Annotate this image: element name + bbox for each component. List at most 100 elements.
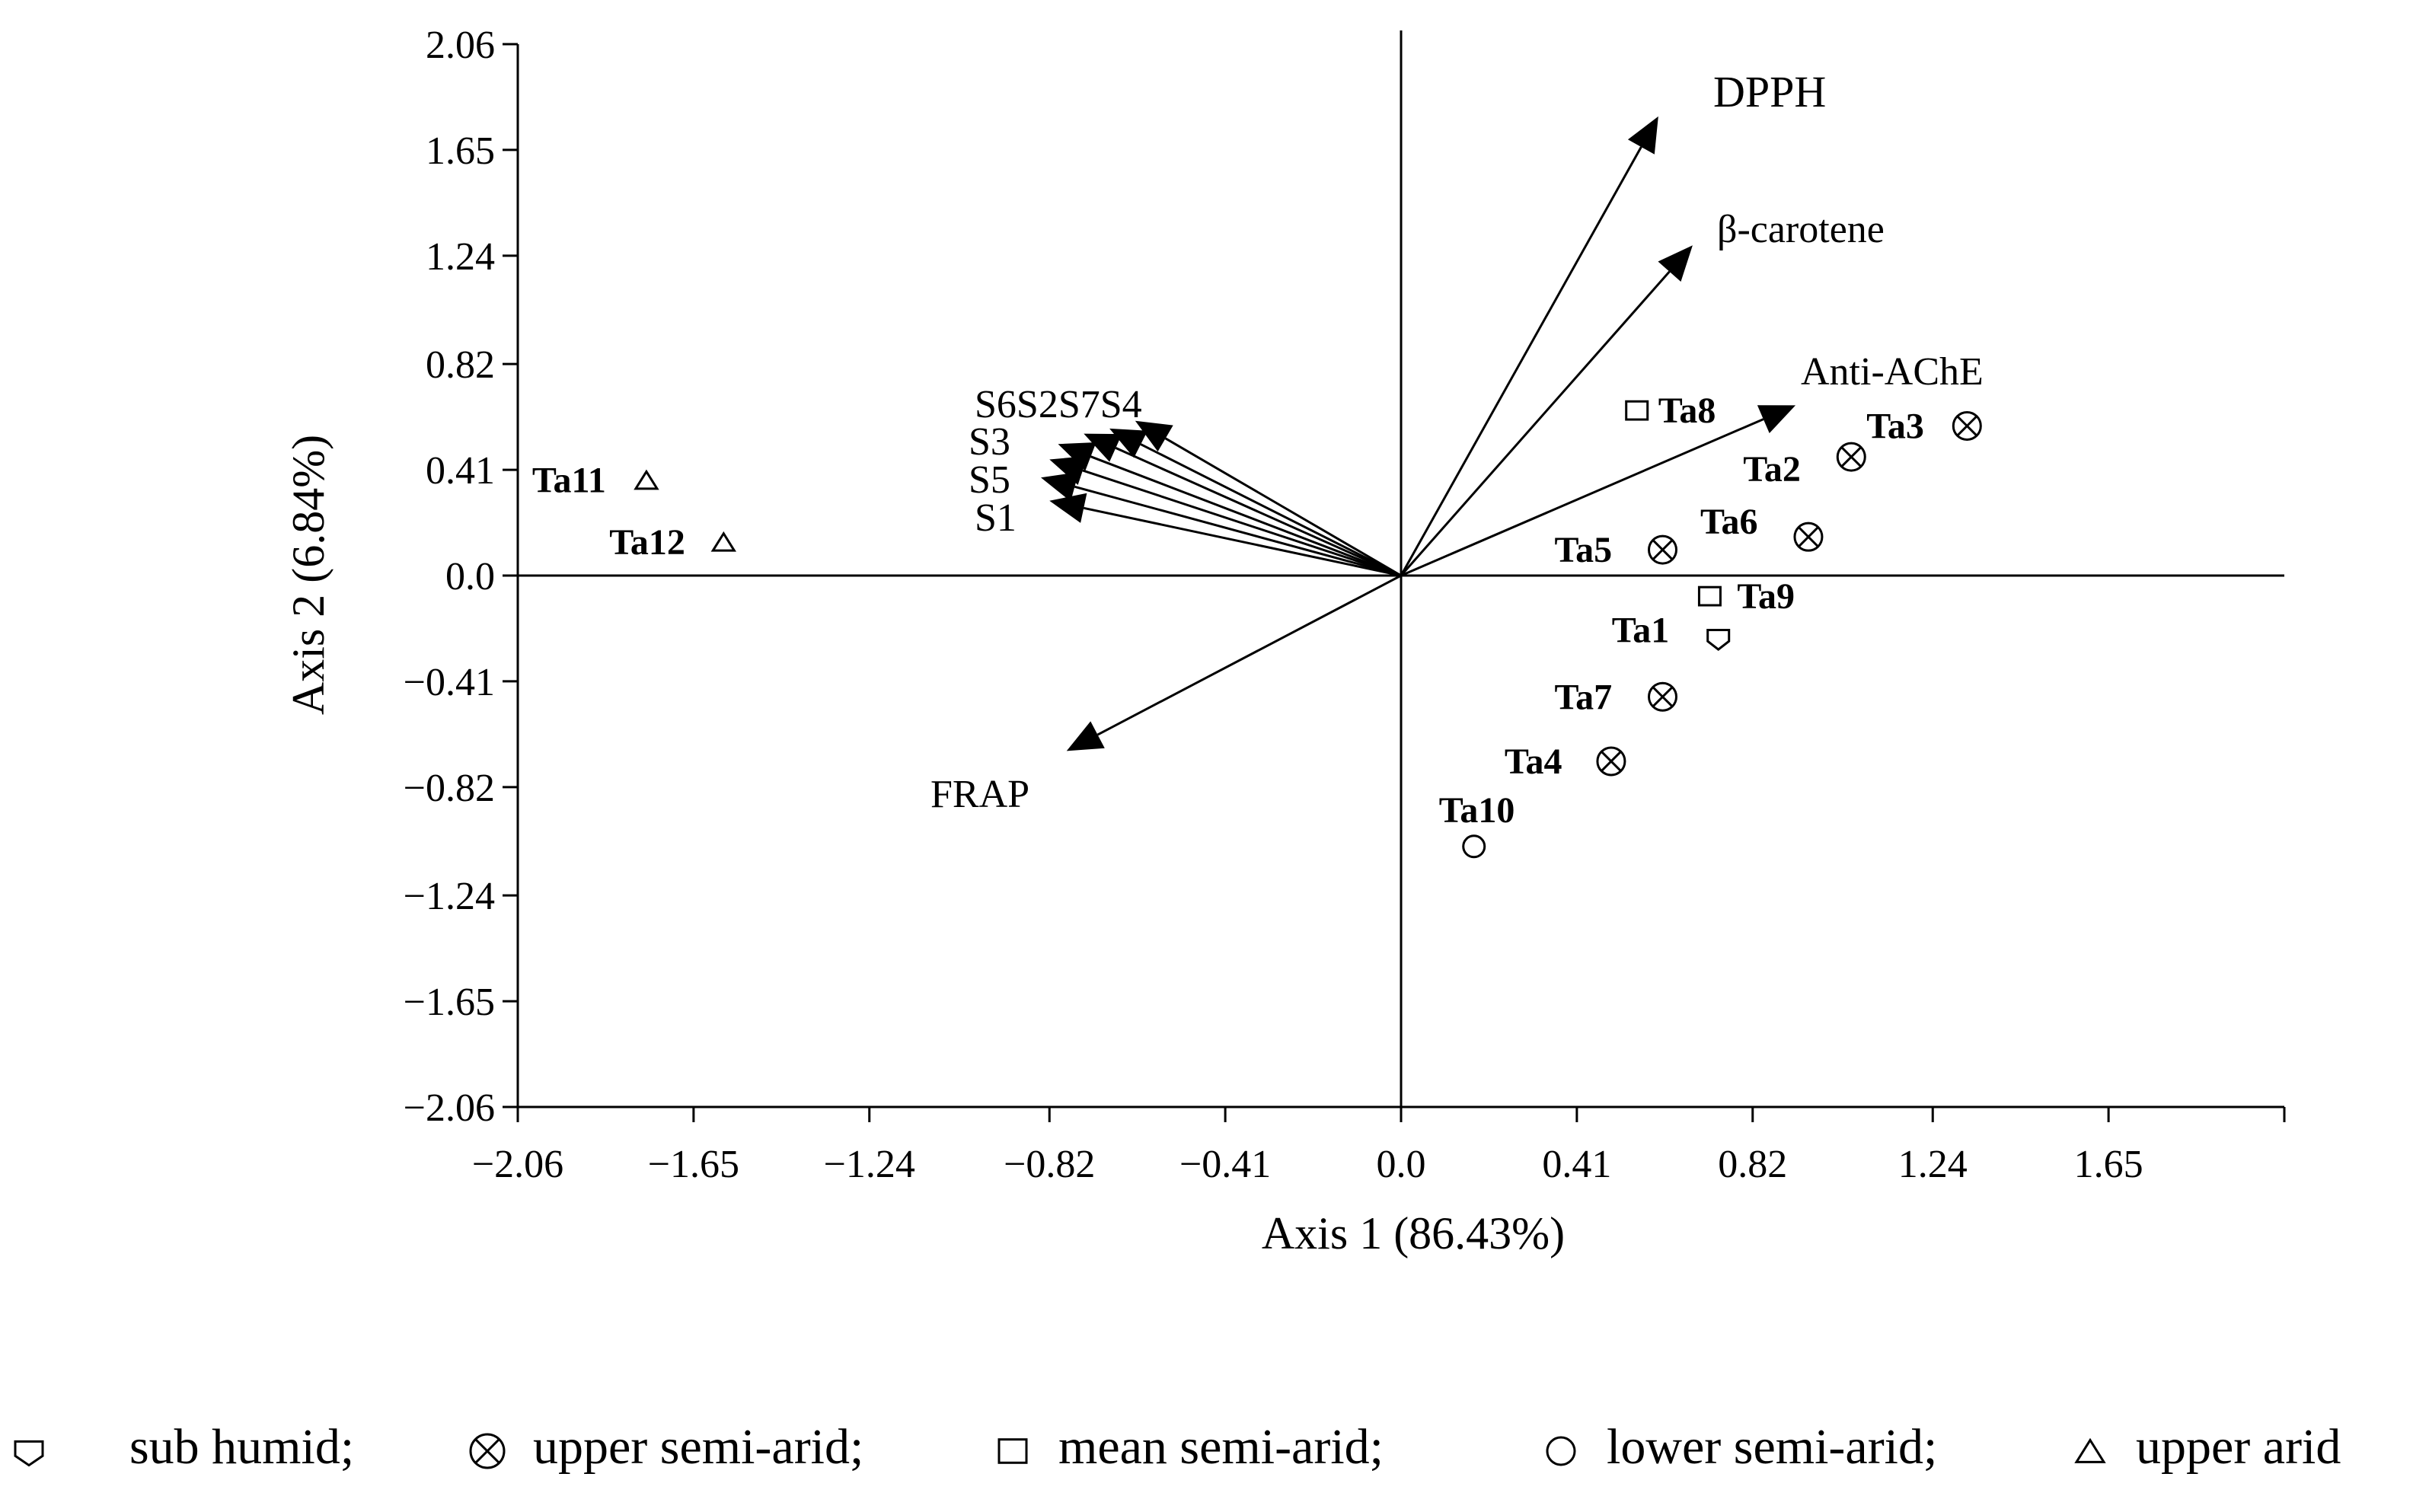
legend-label: upper semi-arid; <box>533 1419 863 1475</box>
marker-shield <box>14 1440 44 1467</box>
x-tick-label: −2.06 <box>472 1143 563 1186</box>
vector-S6-line <box>1090 455 1402 577</box>
point-label-Ta5: Ta5 <box>1554 530 1612 570</box>
marker-circle-x-stroke <box>1652 686 1674 708</box>
vector-label-group: S6S2S7S4 <box>975 383 1142 426</box>
x-tick-label: 0.41 <box>1542 1143 1611 1186</box>
marker-circle-x-stroke <box>1840 446 1862 467</box>
vector-S7-line <box>1140 443 1402 577</box>
vector-AntiAChE-line <box>1400 418 1764 577</box>
vector-S5-arrowhead <box>1040 472 1079 502</box>
vector-S3-line <box>1082 469 1402 577</box>
vector-S4-arrowhead <box>1135 420 1173 452</box>
x-tick-label: 1.65 <box>2074 1143 2143 1186</box>
vector-label: S1 <box>975 496 1017 540</box>
marker-circle-x-stroke <box>1652 539 1674 560</box>
vector-label: β-carotene <box>1717 208 1885 251</box>
x-tick-label: −0.41 <box>1179 1143 1271 1186</box>
legend-item-square: mean semi-arid; <box>997 1419 1384 1475</box>
point-label-Ta2: Ta2 <box>1743 449 1801 490</box>
y-tick-label: 0.41 <box>426 449 495 493</box>
legend-item-circle: lower semi-arid; <box>1546 1419 1937 1475</box>
series-mean-semi-arid: Ta8 Ta9 <box>1625 391 1795 617</box>
legend-label: mean semi-arid; <box>1058 1419 1384 1475</box>
vector-label: DPPH <box>1713 67 1826 116</box>
y-tick-label: −0.41 <box>404 661 495 704</box>
y-tick-label: 1.65 <box>426 129 495 173</box>
vector-label: FRAP <box>930 773 1029 816</box>
x-tick-label: −1.24 <box>824 1143 915 1186</box>
y-tick-label: −1.65 <box>404 981 495 1024</box>
point-label-Ta4: Ta4 <box>1505 742 1562 782</box>
marker-square <box>997 1438 1028 1464</box>
vector-S4-line <box>1164 437 1402 577</box>
x-tick-label: −1.65 <box>648 1143 739 1186</box>
point-label-Ta7: Ta7 <box>1554 677 1612 717</box>
x-tick-label: −0.82 <box>1004 1143 1095 1186</box>
marker-square <box>1625 400 1649 421</box>
vector-FRAP-line <box>1096 574 1402 736</box>
point-label-Ta9: Ta9 <box>1737 576 1795 617</box>
vector-S1-line <box>1083 506 1402 577</box>
y-tick-label: 1.24 <box>426 235 495 279</box>
vector-S2-arrowhead <box>1084 433 1122 462</box>
vector-label: S5 <box>969 458 1010 502</box>
marker-circle-x-stroke <box>1798 526 1819 547</box>
legend-label: lower semi-arid; <box>1607 1419 1937 1475</box>
series-sub-humid: Ta1 <box>1612 610 1731 652</box>
marker-square <box>1697 585 1722 607</box>
y-tick-label: 0.82 <box>426 343 495 387</box>
vector-DPPH-arrowhead <box>1627 116 1658 155</box>
point-label-Ta11: Ta11 <box>532 461 606 501</box>
vector-label: Anti-AChE <box>1801 350 1984 394</box>
marker-circle-x-stroke <box>1601 751 1622 772</box>
point-label-Ta8: Ta8 <box>1658 391 1716 431</box>
y-tick-label: −2.06 <box>404 1086 495 1130</box>
marker-circle-x-stroke <box>474 1438 500 1464</box>
point-label-Ta1: Ta1 <box>1612 610 1670 650</box>
y-tick-label: 2.06 <box>426 24 495 67</box>
marker-triangle <box>710 531 736 552</box>
y-axis-title: Axis 2 (6.84%) <box>283 435 334 715</box>
x-tick-label: 0.0 <box>1377 1143 1426 1186</box>
legend: sub humid; upper semi-arid; mean semi-arid… <box>14 1419 2341 1475</box>
marker-circle <box>1462 834 1486 859</box>
vector-S1-arrowhead <box>1049 493 1087 523</box>
legend-label: upper arid <box>2136 1419 2341 1475</box>
vector-carotene-line <box>1400 270 1671 576</box>
point-label-Ta12: Ta12 <box>609 522 685 563</box>
y-tick-label: −1.24 <box>404 875 495 918</box>
vector-S6-arrowhead <box>1058 442 1096 471</box>
marker-circle-x-stroke <box>1956 415 1978 437</box>
series-lower-semi-arid: Ta10 <box>1439 790 1515 859</box>
marker-circle <box>1546 1436 1576 1466</box>
point-label-Ta3: Ta3 <box>1866 406 1924 446</box>
legend-item-triangle: upper arid <box>2074 1419 2341 1475</box>
y-tick-label: −0.82 <box>404 767 495 810</box>
vector-DPPH-line <box>1400 146 1642 576</box>
vector-S3-arrowhead <box>1049 455 1088 485</box>
x-axis-title: Axis 1 (86.43%) <box>1262 1208 1565 1258</box>
vector-S5-line <box>1074 485 1402 577</box>
legend-item-circle-x: upper semi-arid; <box>469 1419 863 1475</box>
marker-triangle <box>634 469 659 490</box>
point-label-Ta10: Ta10 <box>1439 790 1515 831</box>
y-tick-label: 0.0 <box>445 555 495 598</box>
vector-carotene-arrowhead <box>1658 245 1693 282</box>
point-label-Ta6: Ta6 <box>1700 502 1758 542</box>
marker-shield <box>1706 629 1731 652</box>
series-upper-semi-arid: Ta2 Ta3 Ta4 Ta5 Ta6 Ta7 <box>1505 406 1982 782</box>
vector-FRAP-arrowhead <box>1066 721 1105 751</box>
legend-item-shield: sub humid; <box>14 1419 354 1475</box>
vector-S2-line <box>1115 447 1402 577</box>
vector-label: S3 <box>969 420 1010 464</box>
legend-label: sub humid; <box>129 1419 354 1475</box>
marker-triangle <box>2074 1437 2106 1463</box>
x-tick-label: 0.82 <box>1718 1143 1787 1186</box>
x-tick-label: 1.24 <box>1898 1143 1968 1186</box>
vector-AntiAChE-arrowhead <box>1757 405 1796 433</box>
